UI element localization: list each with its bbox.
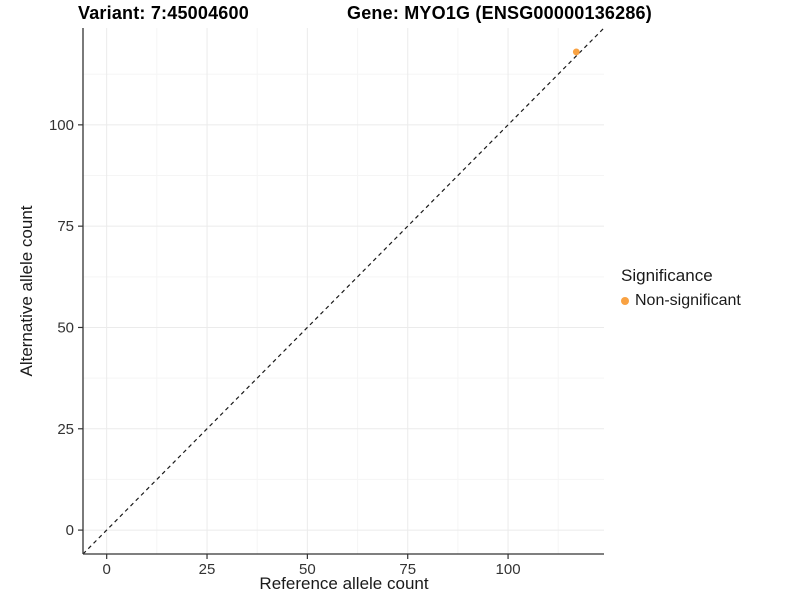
y-tick-label: 75 (57, 218, 74, 235)
x-tick-label: 25 (199, 561, 216, 578)
y-tick-label: 50 (57, 319, 74, 336)
y-tick-label: 0 (66, 522, 74, 539)
x-tick-label: 100 (496, 561, 521, 578)
plot-title-variant: Variant: 7:45004600 (78, 3, 249, 23)
legend-point-icon (621, 297, 629, 305)
legend-item: Non-significant (621, 292, 741, 310)
legend-item-label: Non-significant (635, 292, 741, 309)
x-tick-label: 75 (399, 561, 416, 578)
plot-title-gene: Gene: MYO1G (ENSG00000136286) (347, 3, 652, 23)
data-point (572, 48, 580, 56)
x-axis-title: Reference allele count (259, 574, 429, 593)
y-tick-label: 100 (49, 117, 74, 134)
x-tick-label: 0 (103, 561, 111, 578)
y-axis-title: Alternative allele count (17, 205, 36, 377)
legend: Significance Non-significant (621, 266, 741, 310)
x-tick-label: 50 (299, 561, 316, 578)
legend-title: Significance (621, 266, 713, 285)
y-tick-label: 25 (57, 421, 74, 438)
identity-dashed-line (82, 27, 605, 555)
